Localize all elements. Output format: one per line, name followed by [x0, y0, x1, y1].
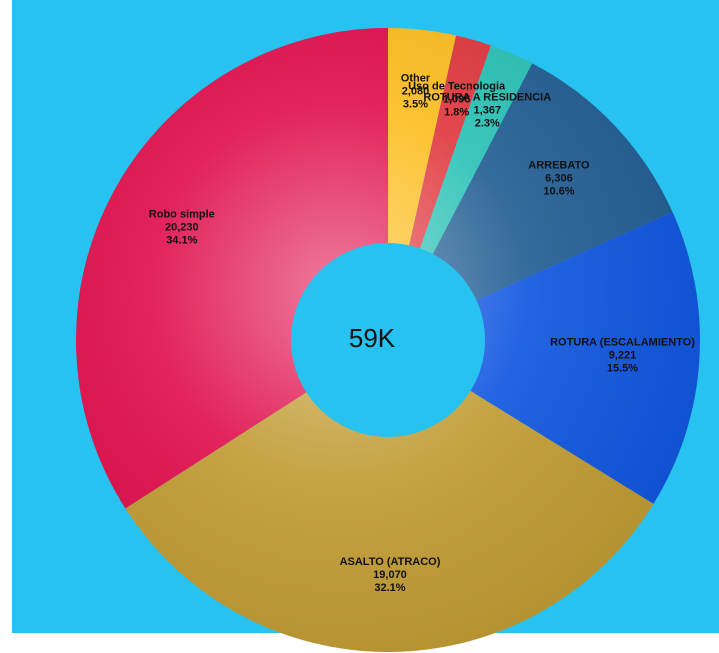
label-line: 2,080 [402, 85, 430, 97]
label-line: 32.1% [374, 582, 405, 594]
label-line: 1,367 [474, 104, 502, 116]
label-line: 10.6% [543, 186, 574, 198]
label-line: ROTURA A RESIDENCIA [423, 91, 551, 103]
label-line: ROTURA (ESCALAMIENTO) [550, 336, 695, 348]
label-line: 20,230 [165, 221, 199, 233]
label-line: 1.8% [444, 107, 469, 119]
label-line: ASALTO (ATRACO) [340, 556, 441, 568]
slice-label: ASALTO (ATRACO) 19,070 32.1% [340, 556, 441, 594]
slice-label: Other 2,080 3.5% [401, 72, 431, 110]
label-line: 3.5% [403, 98, 428, 110]
slice-label: Robo simple 20,230 34.1% [149, 208, 215, 246]
donut-hole [291, 243, 485, 437]
label-line: Uso de Tecnologia [408, 81, 506, 93]
label-line: 19,070 [373, 569, 407, 581]
label-line: 9,221 [609, 349, 637, 361]
slice-label: ROTURA A RESIDENCIA 1,367 2.3% [423, 91, 551, 129]
label-line: 1,096 [443, 94, 471, 106]
label-line: 34.1% [166, 234, 197, 246]
slice-label: ROTURA (ESCALAMIENTO) 9,221 15.5% [550, 336, 695, 374]
slice-label: ARREBATO 6,306 10.6% [528, 160, 590, 198]
label-line: Robo simple [149, 208, 215, 220]
slice-label: Uso de Tecnologia 1,096 1.8% [408, 81, 506, 119]
label-line: Other [401, 72, 431, 84]
label-line: 2.3% [475, 117, 500, 129]
label-line: 15.5% [607, 362, 638, 374]
label-line: 6,306 [545, 173, 573, 185]
label-line: ARREBATO [528, 160, 590, 172]
center-label: 59K [349, 323, 396, 353]
